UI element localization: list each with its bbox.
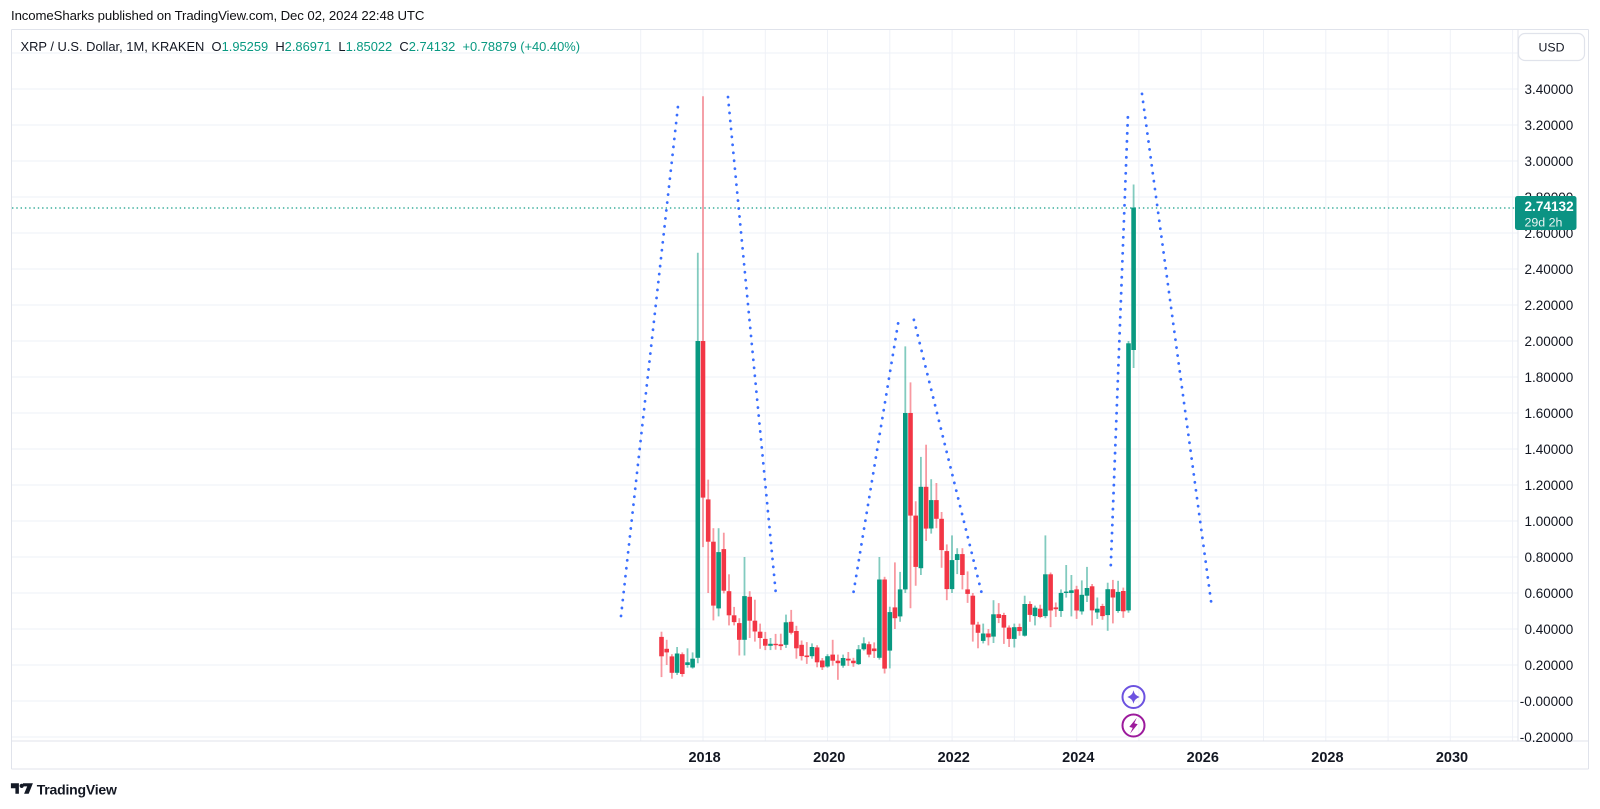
svg-text:-0.00000: -0.00000 — [1520, 694, 1573, 709]
svg-text:2030: 2030 — [1436, 750, 1468, 766]
svg-text:2020: 2020 — [813, 750, 845, 766]
svg-text:0.60000: 0.60000 — [1525, 586, 1574, 601]
svg-text:1.40000: 1.40000 — [1525, 442, 1574, 457]
svg-text:1.80000: 1.80000 — [1525, 370, 1574, 385]
svg-text:IncomeSharks published on Trad: IncomeSharks published on TradingView.co… — [11, 8, 425, 23]
svg-text:1.60000: 1.60000 — [1525, 406, 1574, 421]
svg-text:2.20000: 2.20000 — [1525, 298, 1574, 313]
svg-text:29d 2h: 29d 2h — [1525, 216, 1563, 230]
svg-text:-0.20000: -0.20000 — [1520, 730, 1573, 745]
svg-text:1.00000: 1.00000 — [1525, 514, 1574, 529]
svg-text:2024: 2024 — [1062, 750, 1094, 766]
svg-text:XRP / U.S. Dollar, 1M, KRAKEN: XRP / U.S. Dollar, 1M, KRAKEN O1.95259 H… — [21, 39, 581, 54]
svg-text:2028: 2028 — [1311, 750, 1343, 766]
svg-text:1.20000: 1.20000 — [1525, 478, 1574, 493]
svg-text:2.40000: 2.40000 — [1525, 262, 1574, 277]
svg-text:3.20000: 3.20000 — [1525, 118, 1574, 133]
svg-text:2022: 2022 — [938, 750, 970, 766]
svg-text:0.20000: 0.20000 — [1525, 658, 1574, 673]
svg-text:2018: 2018 — [688, 750, 720, 766]
svg-text:0.40000: 0.40000 — [1525, 622, 1574, 637]
svg-text:TradingView: TradingView — [37, 782, 117, 798]
svg-text:USD: USD — [1539, 41, 1565, 55]
svg-text:3.00000: 3.00000 — [1525, 154, 1574, 169]
svg-text:2026: 2026 — [1187, 750, 1219, 766]
svg-text:2.74132: 2.74132 — [1525, 199, 1575, 214]
svg-text:0.80000: 0.80000 — [1525, 550, 1574, 565]
svg-text:2.00000: 2.00000 — [1525, 334, 1574, 349]
svg-text:3.40000: 3.40000 — [1525, 82, 1574, 97]
